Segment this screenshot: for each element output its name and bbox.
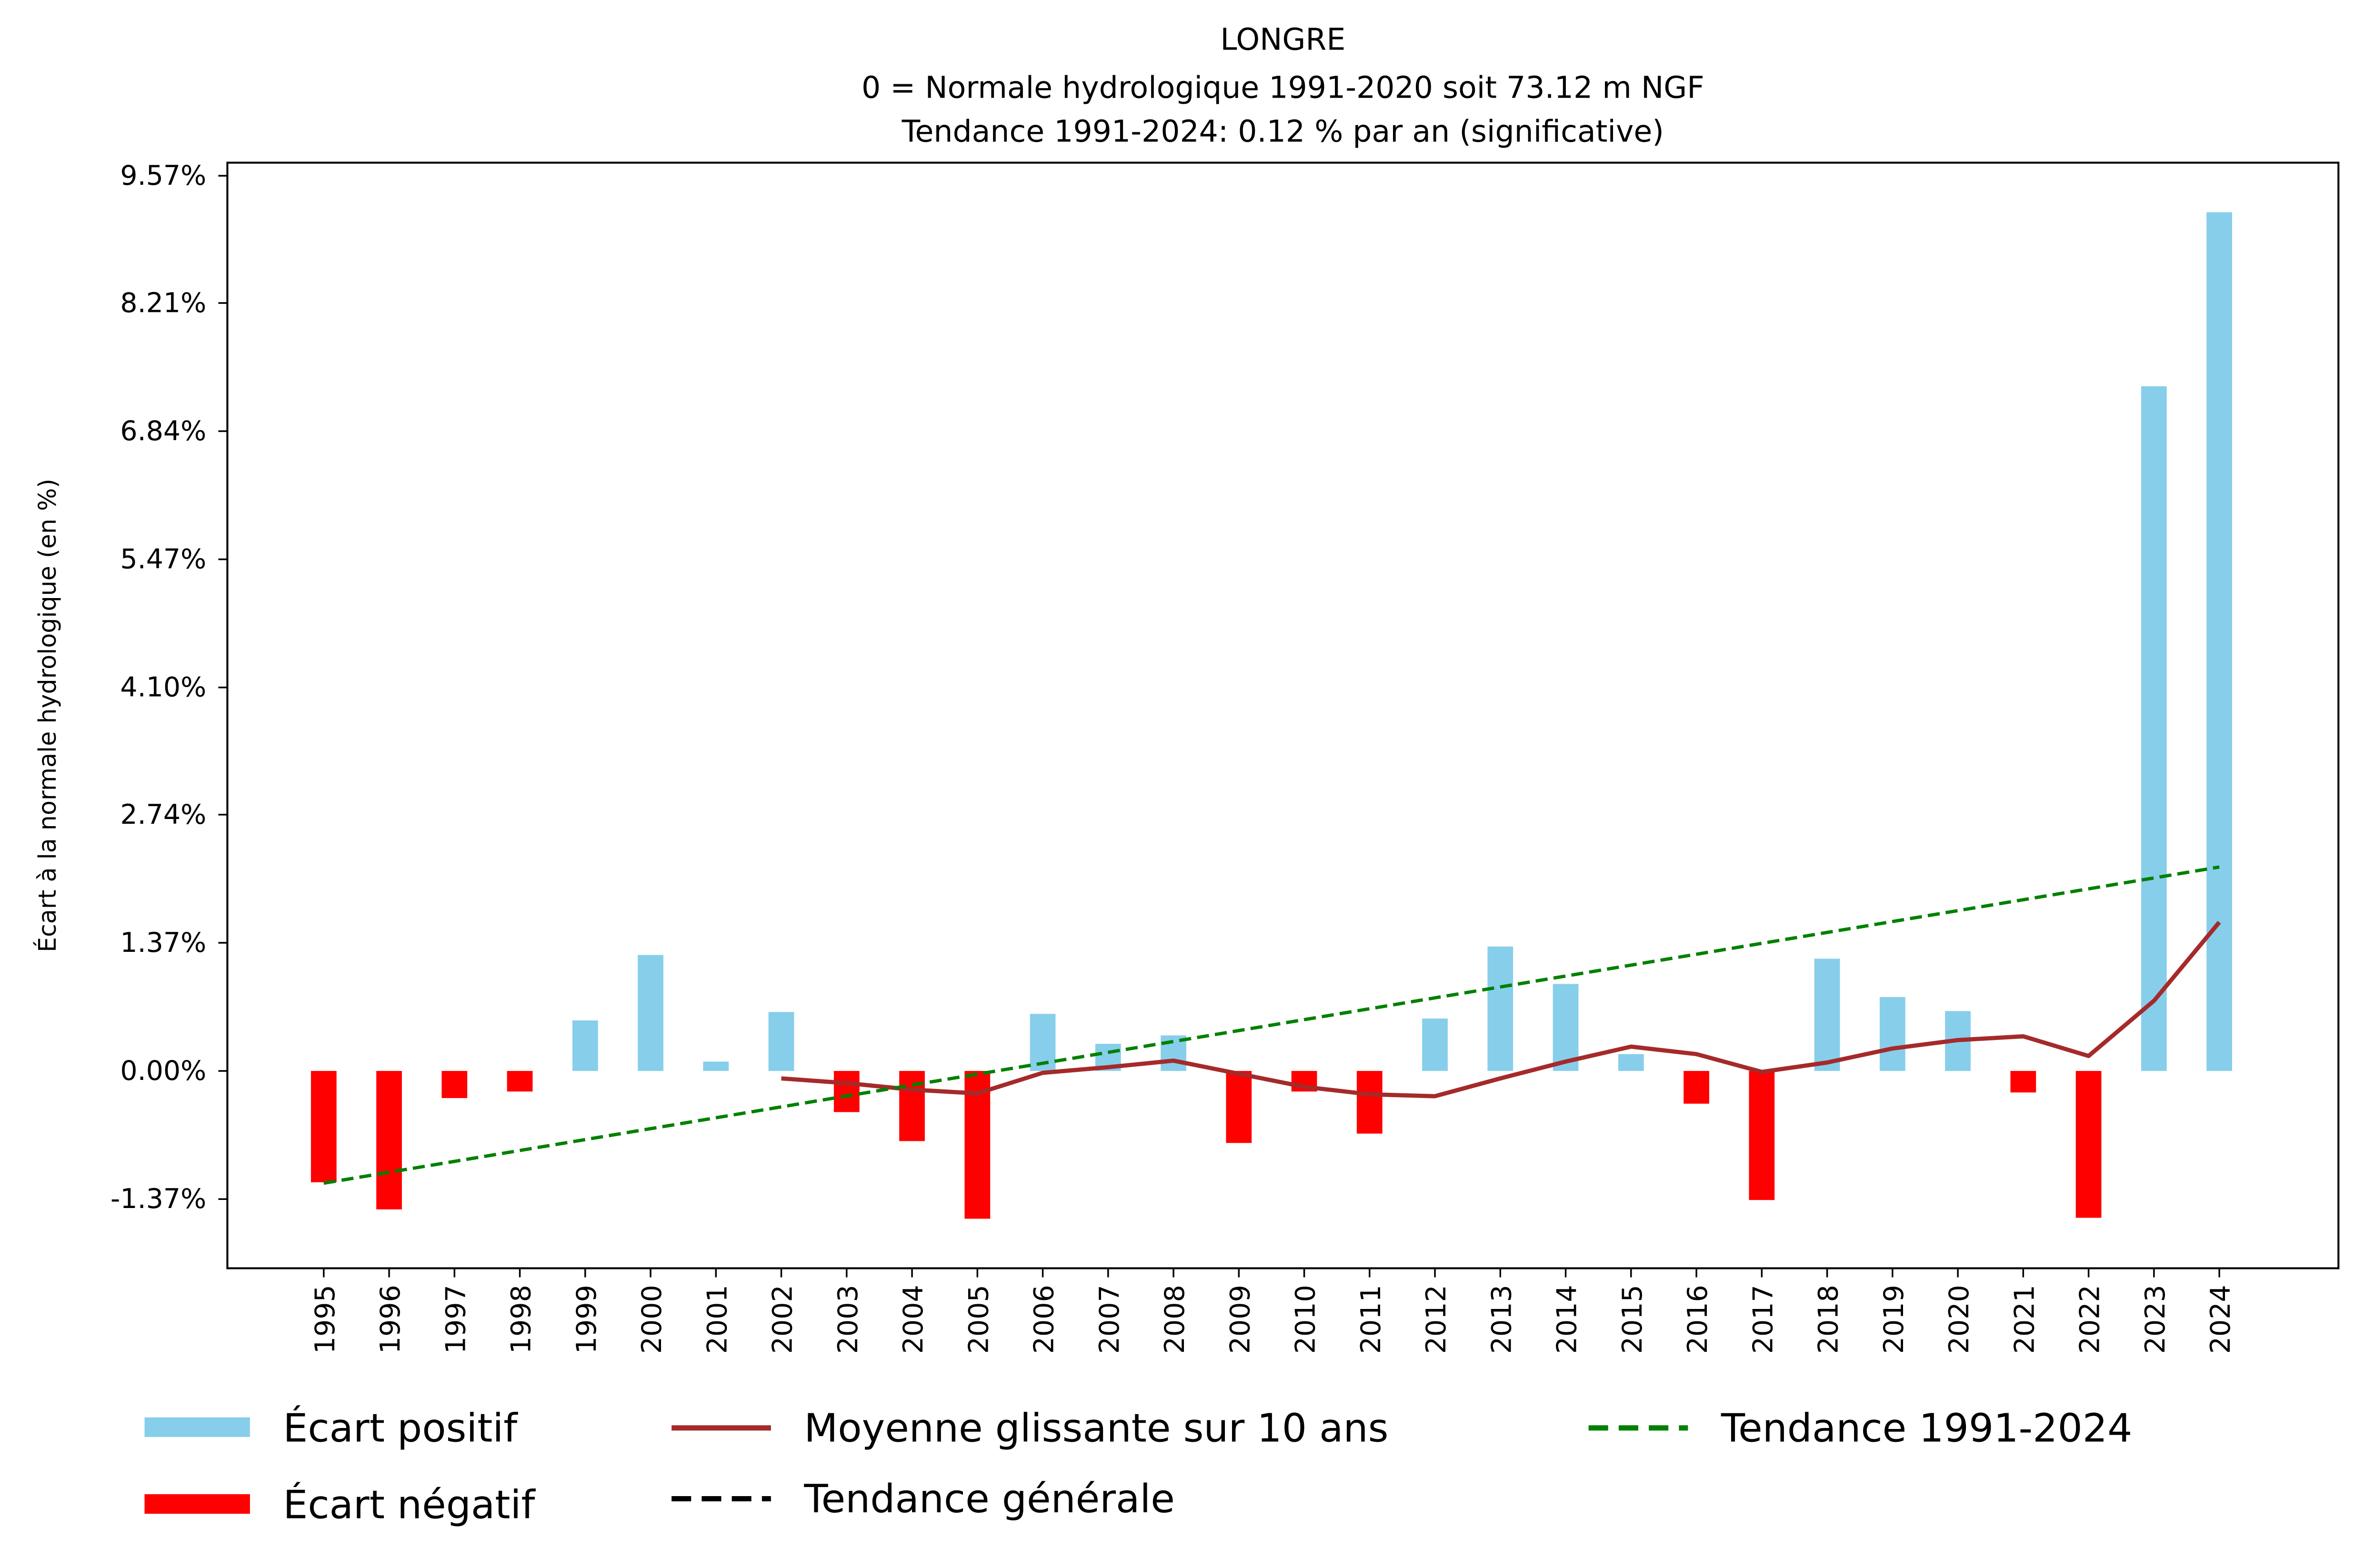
x-tick-label: 2022 (2074, 1285, 2106, 1354)
x-tick-label: 2011 (1355, 1285, 1387, 1354)
bar-1997 (441, 1071, 468, 1099)
bar-2017 (1749, 1071, 1775, 1200)
x-tick-label: 2013 (1486, 1285, 1517, 1354)
bar-2022 (2075, 1071, 2102, 1218)
y-axis: -1.37% 0.00% 1.37% 2.74% 4.10% 5.47% 6.84% 8.21… (110, 160, 228, 1215)
bar-2003 (833, 1071, 860, 1112)
x-tick-label: 2018 (1813, 1285, 1844, 1354)
bar-2018 (1814, 959, 1840, 1071)
x-tick-label: 1997 (440, 1285, 471, 1354)
x-axis: 1995 1996 1997 1998 1999 2000 2001 2002 2003 2004… (310, 1268, 2236, 1354)
legend-swatch-negative (144, 1494, 250, 1514)
x-tick-label: 2000 (636, 1285, 668, 1354)
bar-2019 (1879, 997, 1905, 1071)
chart-subtitle-normal: 0 = Normale hydrologique 1991-2020 soit … (862, 70, 1704, 105)
chart-title: LONGRE (1220, 21, 1345, 57)
bar-2021 (2010, 1071, 2036, 1093)
legend-label-trend-1991-2024: Tendance 1991-2024 (1721, 1406, 2132, 1451)
legend-swatch-positive (144, 1417, 250, 1437)
bar-2013 (1487, 946, 1513, 1071)
moving-average-line (781, 920, 2221, 1099)
x-tick-label: 2009 (1224, 1285, 1256, 1354)
bar-1995 (311, 1071, 337, 1182)
trend-line-1991-2024 (323, 865, 2220, 1185)
y-axis-label: Écart à la normale hydrologique (en %) (33, 479, 61, 952)
legend: Écart positif Écart négatif Moyenne glis… (144, 1405, 2132, 1528)
legend-label-positive: Écart positif (283, 1405, 518, 1451)
bar-2005 (964, 1071, 991, 1219)
x-tick-label: 2023 (2140, 1285, 2171, 1354)
x-tick-label: 2004 (898, 1285, 929, 1354)
bar-2002 (768, 1012, 794, 1071)
y-tick-label: 1.37% (120, 927, 206, 959)
x-tick-label: 2001 (701, 1285, 733, 1354)
bar-1998 (507, 1071, 533, 1092)
legend-label-general-trend: Tendance générale (803, 1477, 1174, 1522)
x-tick-label: 2024 (2205, 1285, 2236, 1354)
lines-group (323, 865, 2221, 1185)
plot-frame (226, 161, 2340, 1269)
x-tick-label: 2019 (1878, 1285, 1910, 1354)
legend-label-moving-average: Moyenne glissante sur 10 ans (804, 1406, 1388, 1451)
y-tick-label: 6.84% (120, 415, 206, 447)
y-tick-label: 9.57% (120, 160, 206, 191)
x-tick-label: 2012 (1421, 1285, 1452, 1354)
bars-group (311, 212, 2232, 1219)
x-tick-label: 2020 (1944, 1285, 1975, 1354)
bar-1996 (376, 1071, 402, 1209)
x-tick-label: 2015 (1617, 1285, 1648, 1354)
x-tick-label: 1996 (375, 1285, 406, 1354)
x-tick-label: 2016 (1682, 1285, 1714, 1354)
x-tick-label: 2003 (832, 1285, 864, 1354)
chart-subtitle-trend: Tendance 1991-2024: 0.12 % par an (signi… (902, 113, 1664, 149)
legend-label-negative: Écart négatif (283, 1482, 536, 1528)
y-tick-label: 2.74% (120, 799, 206, 830)
bar-2011 (1356, 1071, 1383, 1134)
bar-2009 (1226, 1071, 1252, 1143)
y-tick-label: -1.37% (110, 1183, 206, 1215)
x-tick-label: 2002 (767, 1285, 799, 1354)
bar-2001 (703, 1061, 729, 1071)
y-tick-label: 4.10% (120, 672, 206, 703)
x-tick-label: 2010 (1290, 1285, 1322, 1354)
bar-2014 (1553, 984, 1579, 1071)
bar-2004 (899, 1071, 925, 1141)
bar-2012 (1422, 1019, 1448, 1071)
y-tick-label: 0.00% (120, 1055, 206, 1087)
bar-2023 (2141, 386, 2167, 1071)
bar-2016 (1684, 1071, 1709, 1104)
bar-2024 (2206, 212, 2232, 1071)
x-tick-label: 1995 (310, 1285, 341, 1354)
x-tick-label: 2017 (1747, 1285, 1779, 1354)
bar-2015 (1618, 1054, 1644, 1071)
bar-2006 (1030, 1014, 1056, 1071)
x-tick-label: 2007 (1094, 1285, 1125, 1354)
x-tick-label: 2005 (963, 1285, 994, 1354)
bar-2000 (638, 955, 663, 1071)
x-tick-label: 2006 (1029, 1285, 1060, 1354)
y-tick-label: 5.47% (120, 544, 206, 575)
y-tick-label: 8.21% (120, 287, 206, 319)
x-tick-label: 2021 (2009, 1285, 2040, 1354)
x-tick-label: 1999 (571, 1285, 602, 1354)
x-tick-label: 2014 (1552, 1285, 1583, 1354)
x-tick-label: 1998 (506, 1285, 537, 1354)
bar-1999 (572, 1020, 598, 1071)
x-tick-label: 2008 (1159, 1285, 1191, 1354)
